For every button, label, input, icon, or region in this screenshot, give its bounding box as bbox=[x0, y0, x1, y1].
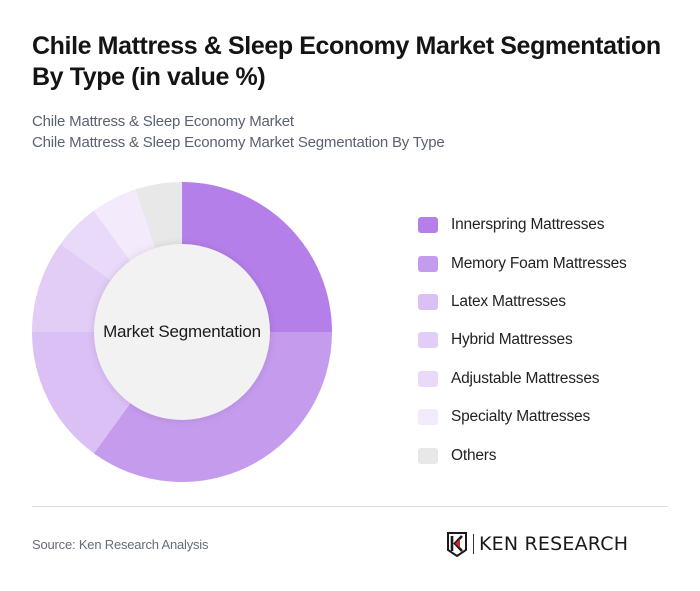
chart-subtitle-market: Chile Mattress & Sleep Economy Market bbox=[32, 113, 294, 130]
legend-label: Innerspring Mattresses bbox=[451, 216, 605, 234]
legend-label: Memory Foam Mattresses bbox=[451, 254, 627, 272]
donut-chart: Market Segmentation bbox=[32, 182, 332, 482]
legend-item-specialty[interactable]: Specialty Mattresses bbox=[418, 398, 627, 436]
chart-subtitle-segmentation: Chile Mattress & Sleep Economy Market Se… bbox=[32, 134, 445, 151]
footer-divider bbox=[32, 506, 668, 507]
legend-item-hybrid[interactable]: Hybrid Mattresses bbox=[418, 321, 627, 359]
chart-legend: Innerspring Mattresses Memory Foam Mattr… bbox=[418, 206, 627, 475]
chart-title: Chile Mattress & Sleep Economy Market Se… bbox=[32, 32, 661, 91]
source-note: Source: Ken Research Analysis bbox=[32, 537, 209, 552]
legend-item-latex[interactable]: Latex Mattresses bbox=[418, 283, 627, 321]
legend-swatch bbox=[418, 293, 438, 310]
legend-swatch bbox=[418, 255, 438, 272]
legend-swatch bbox=[418, 217, 438, 234]
legend-swatch bbox=[418, 370, 438, 387]
ken-research-logo: KEN RESEARCH bbox=[447, 531, 628, 557]
legend-label: Others bbox=[451, 446, 497, 464]
legend-item-adjustable[interactable]: Adjustable Mattresses bbox=[418, 360, 627, 398]
brand-name: KEN RESEARCH bbox=[479, 533, 629, 555]
legend-swatch bbox=[418, 447, 438, 464]
legend-label: Specialty Mattresses bbox=[451, 408, 590, 426]
legend-label: Hybrid Mattresses bbox=[451, 331, 573, 349]
legend-item-memory-foam[interactable]: Memory Foam Mattresses bbox=[418, 244, 627, 282]
legend-item-others[interactable]: Others bbox=[418, 436, 627, 474]
ken-research-shield-icon bbox=[447, 531, 467, 557]
donut-center bbox=[94, 244, 270, 420]
legend-swatch bbox=[418, 409, 438, 426]
donut-chart-svg bbox=[32, 182, 332, 482]
logo-separator bbox=[473, 534, 474, 554]
legend-label: Latex Mattresses bbox=[451, 292, 566, 310]
legend-item-innerspring[interactable]: Innerspring Mattresses bbox=[418, 206, 627, 244]
legend-label: Adjustable Mattresses bbox=[451, 369, 600, 387]
legend-swatch bbox=[418, 332, 438, 349]
